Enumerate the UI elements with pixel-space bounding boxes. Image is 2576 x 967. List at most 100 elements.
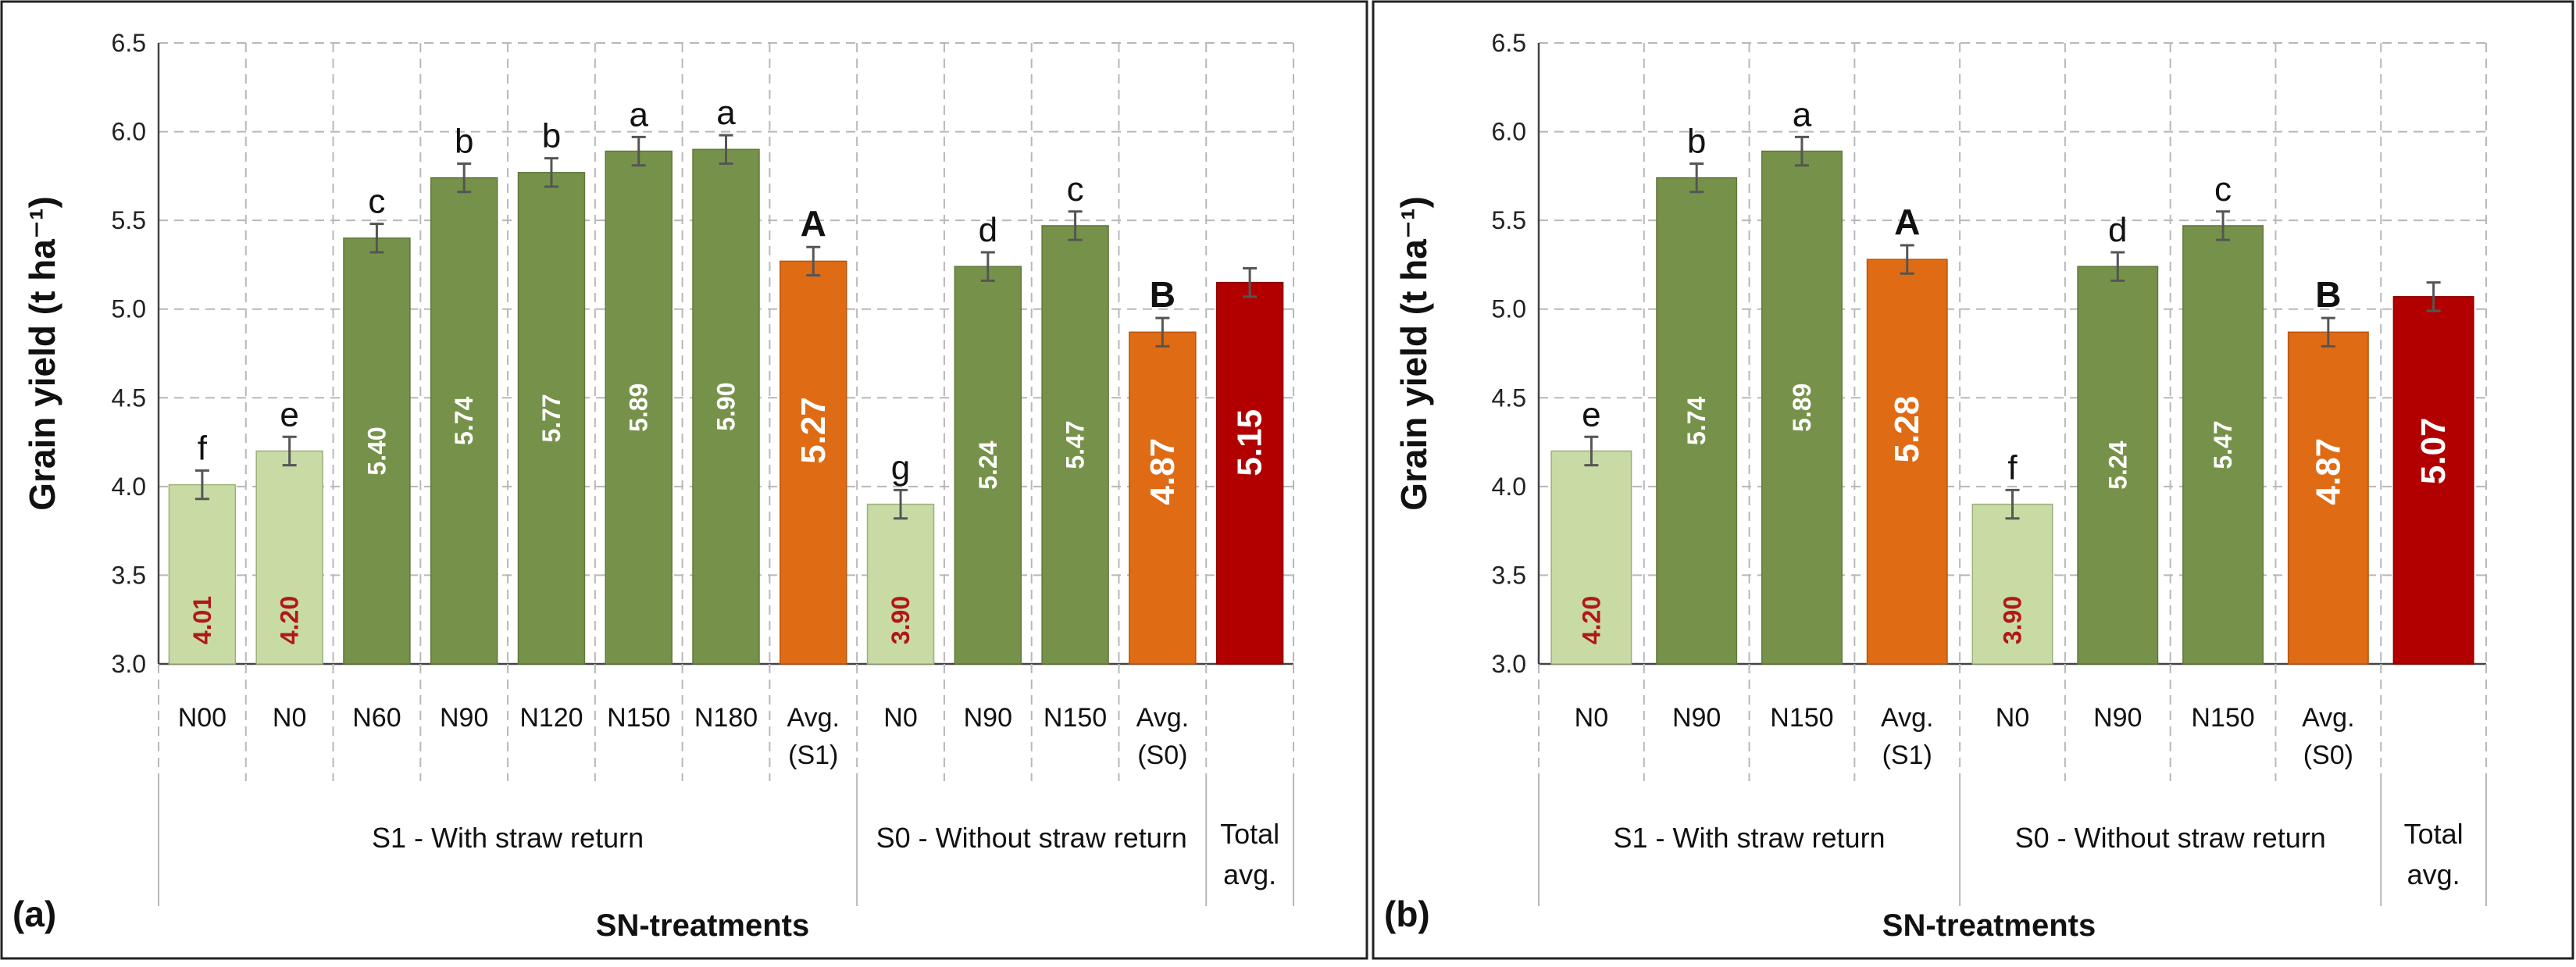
category-label-line: N00 xyxy=(178,703,227,733)
significance-letter: a xyxy=(716,94,736,132)
value-label: 4.87 xyxy=(2309,438,2347,505)
significance-letter: a xyxy=(1793,95,1812,134)
category-label-line: Avg. xyxy=(1881,703,1933,733)
category-label: N150 xyxy=(1044,703,1107,733)
y-tick-label: 3.5 xyxy=(112,561,146,589)
category-label-line: (S0) xyxy=(2303,740,2353,770)
significance-letter: f xyxy=(2007,448,2018,487)
bar-5 xyxy=(517,172,586,665)
y-tick-label: 3.5 xyxy=(1492,561,1526,589)
group-label: S1 - With straw return xyxy=(1614,822,1886,854)
y-tick-label: 5.0 xyxy=(112,295,146,323)
panel-label: (a) xyxy=(12,894,56,934)
y-tick-label: 6.5 xyxy=(112,29,146,57)
value-label: 5.24 xyxy=(2103,441,2132,489)
value-label: 5.15 xyxy=(1231,409,1269,476)
significance-letter: f xyxy=(198,429,208,467)
category-label-line: N90 xyxy=(1672,703,1721,733)
group-label-line: S1 - With straw return xyxy=(1614,822,1886,854)
value-label: 4.20 xyxy=(276,596,304,644)
value-label: 3.90 xyxy=(887,596,915,644)
bar-4 xyxy=(1866,259,1948,665)
bar-13 xyxy=(1215,281,1284,665)
y-tick-label: 4.0 xyxy=(1492,473,1526,501)
y-tick-label: 5.0 xyxy=(1492,295,1526,323)
group-label-line: S1 - With straw return xyxy=(372,822,644,854)
y-tick-label: 6.0 xyxy=(1492,118,1526,146)
category-label-line: N0 xyxy=(1996,703,2029,733)
significance-letter: g xyxy=(891,448,910,487)
category-label: N0 xyxy=(1575,703,1608,733)
bar-7 xyxy=(692,148,760,665)
significance-letter: e xyxy=(280,395,298,434)
x-axis-title: SN-treatments xyxy=(596,908,809,943)
value-label: 5.89 xyxy=(1788,384,1816,432)
bar-3 xyxy=(343,237,411,665)
group-label: S0 - Without straw return xyxy=(2015,822,2326,854)
y-tick-label: 4.0 xyxy=(112,473,146,501)
category-label: N90 xyxy=(440,703,488,733)
bar-8 xyxy=(2287,331,2369,665)
group-label-line: S0 - Without straw return xyxy=(876,822,1187,854)
category-label-line: Avg. xyxy=(2302,703,2354,733)
bar-7 xyxy=(2182,225,2264,665)
bar-9 xyxy=(866,503,935,665)
category-label: N0 xyxy=(1996,703,2029,733)
significance-letter: e xyxy=(1582,395,1600,434)
category-label-line: N180 xyxy=(694,703,758,733)
bar-8 xyxy=(780,260,847,665)
category-label-line: (S1) xyxy=(1882,740,1932,770)
significance-letter: A xyxy=(801,203,826,244)
y-tick-label: 3.0 xyxy=(112,650,146,678)
significance-letter: b xyxy=(542,117,561,155)
group-label-line: S0 - Without straw return xyxy=(2015,822,2326,854)
value-label: 4.01 xyxy=(188,596,216,644)
significance-letter: b xyxy=(455,122,473,160)
bar-6 xyxy=(605,150,673,665)
significance-letter: d xyxy=(2108,211,2127,249)
category-label-line: N150 xyxy=(2191,703,2254,733)
value-label: 5.24 xyxy=(974,441,1002,489)
value-label: 5.47 xyxy=(2209,420,2237,469)
category-label: N90 xyxy=(964,703,1012,733)
significance-letter: c xyxy=(2214,170,2232,209)
category-label: Avg. (S1) xyxy=(1881,703,1933,770)
group-label: Total avg. xyxy=(1220,818,1279,890)
group-label: S1 - With straw return xyxy=(372,822,644,854)
category-label-line: (S0) xyxy=(1137,740,1187,770)
category-label-line: N90 xyxy=(2093,703,2142,733)
category-label: N180 xyxy=(694,703,758,733)
category-label: N90 xyxy=(1672,703,1721,733)
significance-letter: d xyxy=(979,211,997,249)
y-axis-title: Grain yield (t ha⁻¹) xyxy=(22,196,62,511)
panel-label: (b) xyxy=(1384,894,1430,934)
chart-panel-b: 3.0 3.5 4.0 4.5 5.0 5.5 6.0 6.5 e 4.20 N0 b 5.74 N90 a… xyxy=(1372,0,2574,960)
category-label-line: N150 xyxy=(1044,703,1107,733)
category-label-line: N120 xyxy=(519,703,583,733)
category-label: N150 xyxy=(1770,703,1833,733)
category-label-line: Avg. xyxy=(1136,703,1189,733)
bar-4 xyxy=(430,177,498,665)
bar-1 xyxy=(168,484,237,665)
bar-2 xyxy=(255,450,323,665)
y-tick-label: 6.5 xyxy=(1492,29,1526,57)
value-label: 5.27 xyxy=(794,397,833,464)
category-label: N0 xyxy=(273,703,306,733)
value-label: 3.90 xyxy=(1999,596,2027,644)
value-label: 5.74 xyxy=(450,396,478,444)
group-label: Total avg. xyxy=(2404,818,2464,890)
x-axis-title: SN-treatments xyxy=(1882,908,2096,943)
bar-10 xyxy=(954,266,1022,665)
value-label: 5.89 xyxy=(625,384,653,432)
category-label-line: N60 xyxy=(352,703,401,733)
category-label-line: N150 xyxy=(1770,703,1833,733)
significance-letter: a xyxy=(629,95,648,134)
bar-1 xyxy=(1550,450,1632,665)
category-label: Avg. (S0) xyxy=(1136,703,1189,770)
category-label: Avg. (S1) xyxy=(787,703,840,770)
panel-frame xyxy=(0,0,1368,960)
value-label: 4.20 xyxy=(1577,596,1605,644)
significance-letter: B xyxy=(2315,274,2341,315)
category-label-line: N0 xyxy=(883,703,917,733)
category-label-line: N90 xyxy=(440,703,488,733)
